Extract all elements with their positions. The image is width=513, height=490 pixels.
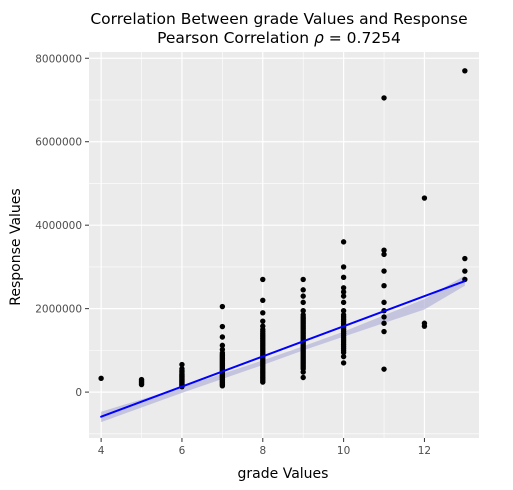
data-point <box>381 268 387 274</box>
x-tick-label: 8 <box>259 445 266 457</box>
data-point <box>381 247 387 253</box>
data-point <box>340 239 347 245</box>
data-point <box>340 312 347 318</box>
data-point <box>340 289 347 295</box>
data-point <box>300 308 306 314</box>
data-point <box>219 346 226 353</box>
data-point <box>219 303 226 310</box>
data-point <box>462 68 468 74</box>
x-tick-label: 4 <box>98 445 105 457</box>
confidence-band <box>101 275 465 423</box>
data-point <box>179 361 185 368</box>
data-point <box>340 360 347 366</box>
data-point <box>421 195 428 201</box>
y-tick-label: 6000000 <box>35 137 82 149</box>
subtitle-suffix: = 0.7254 <box>324 29 401 47</box>
x-axis-title: grade Values <box>238 466 329 482</box>
data-point <box>340 274 347 281</box>
data-point <box>381 299 387 306</box>
subtitle-symbol: ρ <box>314 29 324 47</box>
data-point <box>381 251 387 258</box>
data-point <box>179 366 185 372</box>
chart-title: Correlation Between grade Values and Res… <box>90 10 467 28</box>
regression-line <box>100 280 466 418</box>
data-point <box>300 299 306 306</box>
data-point <box>340 308 347 314</box>
data-point <box>381 328 387 335</box>
data-point <box>219 334 226 340</box>
data-point <box>300 374 306 381</box>
chart-subtitle: Pearson Correlation ρ = 0.7254 <box>157 29 401 47</box>
data-point <box>340 285 347 291</box>
y-tick-label: 2000000 <box>35 304 82 316</box>
data-point <box>300 276 306 283</box>
fit-line-layer <box>100 280 466 418</box>
plot-panel <box>89 52 479 438</box>
data-point <box>260 323 266 329</box>
data-point <box>462 268 468 274</box>
y-axis-ticks: 0 2000000 4000000 6000000 8000000 <box>35 53 89 399</box>
confidence-band-layer <box>101 275 465 423</box>
data-point <box>340 353 347 360</box>
subtitle-prefix: Pearson Correlation <box>157 29 314 47</box>
points-layer <box>98 68 468 390</box>
data-point <box>260 297 266 303</box>
data-point <box>219 342 226 349</box>
data-point <box>340 293 347 299</box>
data-point <box>219 323 226 330</box>
y-tick-label: 8000000 <box>35 53 82 65</box>
data-point <box>260 310 266 316</box>
data-point <box>381 314 387 320</box>
data-point <box>462 255 468 262</box>
data-point <box>381 366 387 372</box>
data-point <box>300 287 306 293</box>
x-tick-label: 12 <box>418 445 431 457</box>
x-tick-label: 6 <box>179 445 186 457</box>
data-point <box>381 320 387 326</box>
y-tick-label: 0 <box>75 387 82 399</box>
data-point <box>98 375 104 382</box>
x-tick-label: 10 <box>337 445 350 457</box>
y-axis-title: Response Values <box>8 188 24 305</box>
data-point <box>340 299 347 306</box>
grid-major <box>89 52 479 438</box>
data-point <box>138 376 145 383</box>
data-point <box>260 318 266 324</box>
data-point <box>340 264 347 270</box>
data-point <box>381 95 387 101</box>
data-point <box>300 293 306 299</box>
data-point <box>421 320 428 326</box>
x-axis-ticks: 4 6 8 10 12 <box>98 438 431 457</box>
grid-minor <box>89 52 479 438</box>
y-tick-label: 4000000 <box>35 220 82 232</box>
data-point <box>381 282 387 289</box>
data-point <box>260 276 266 283</box>
data-point <box>300 312 306 318</box>
